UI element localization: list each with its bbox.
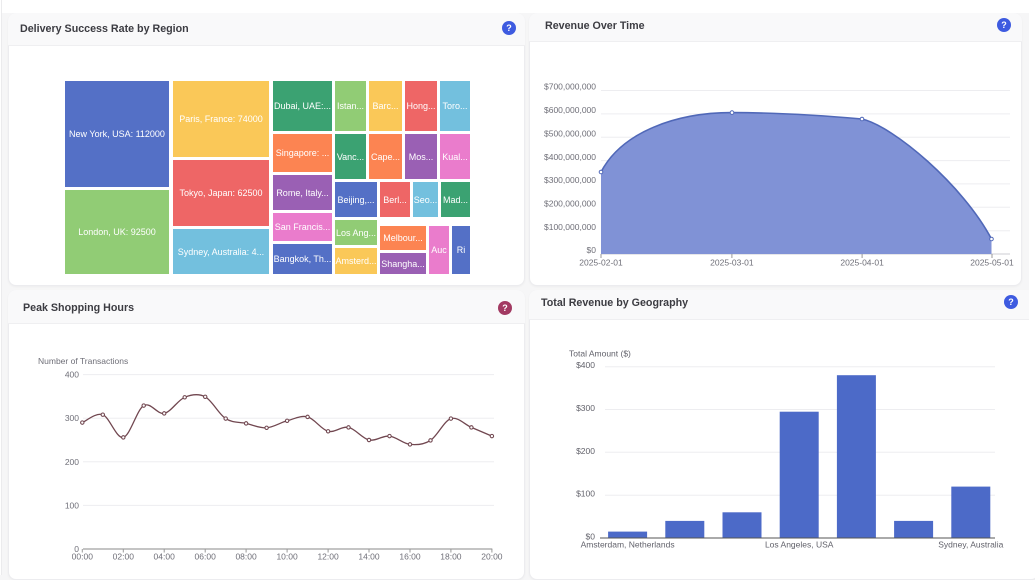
svg-text:Sydney, Australia: Sydney, Australia: [938, 540, 1003, 550]
svg-text:400: 400: [65, 370, 79, 380]
svg-text:18:00: 18:00: [440, 552, 462, 562]
svg-text:14:00: 14:00: [358, 552, 380, 562]
svg-text:$300: $300: [576, 403, 595, 413]
svg-text:2025-04-01: 2025-04-01: [840, 258, 884, 268]
svg-text:16:00: 16:00: [399, 552, 421, 562]
svg-text:$200,000,000: $200,000,000: [544, 199, 596, 209]
svg-text:10:00: 10:00: [276, 552, 298, 562]
svg-text:Total Amount ($): Total Amount ($): [569, 349, 631, 359]
svg-text:Number of Transactions: Number of Transactions: [38, 356, 128, 366]
svg-text:$700,000,000: $700,000,000: [544, 82, 596, 92]
svg-text:$400,000,000: $400,000,000: [544, 152, 596, 162]
svg-text:$100: $100: [576, 489, 595, 499]
svg-text:2025-02-01: 2025-02-01: [579, 258, 623, 268]
svg-text:00:00: 00:00: [72, 552, 94, 562]
svg-text:12:00: 12:00: [317, 552, 339, 562]
svg-text:Amsterdam, Netherlands: Amsterdam, Netherlands: [581, 540, 675, 550]
svg-text:04:00: 04:00: [154, 552, 176, 562]
svg-text:$0: $0: [587, 245, 597, 255]
svg-text:20:00: 20:00: [481, 552, 503, 562]
svg-text:$500,000,000: $500,000,000: [544, 128, 596, 138]
svg-text:$0: $0: [586, 532, 596, 542]
svg-text:300: 300: [65, 413, 79, 423]
svg-text:Los Angeles, USA: Los Angeles, USA: [765, 540, 834, 550]
svg-text:2025-03-01: 2025-03-01: [710, 258, 754, 268]
svg-text:$200: $200: [576, 446, 595, 456]
svg-text:2025-05-01: 2025-05-01: [970, 258, 1014, 268]
svg-text:$100,000,000: $100,000,000: [544, 222, 596, 232]
svg-text:$400: $400: [576, 360, 595, 370]
svg-text:08:00: 08:00: [235, 552, 257, 562]
svg-text:$600,000,000: $600,000,000: [544, 105, 596, 115]
svg-text:100: 100: [65, 500, 79, 510]
svg-text:02:00: 02:00: [113, 552, 135, 562]
svg-text:06:00: 06:00: [195, 552, 217, 562]
svg-text:0: 0: [74, 544, 79, 554]
svg-text:$300,000,000: $300,000,000: [544, 175, 596, 185]
svg-text:200: 200: [65, 457, 79, 467]
